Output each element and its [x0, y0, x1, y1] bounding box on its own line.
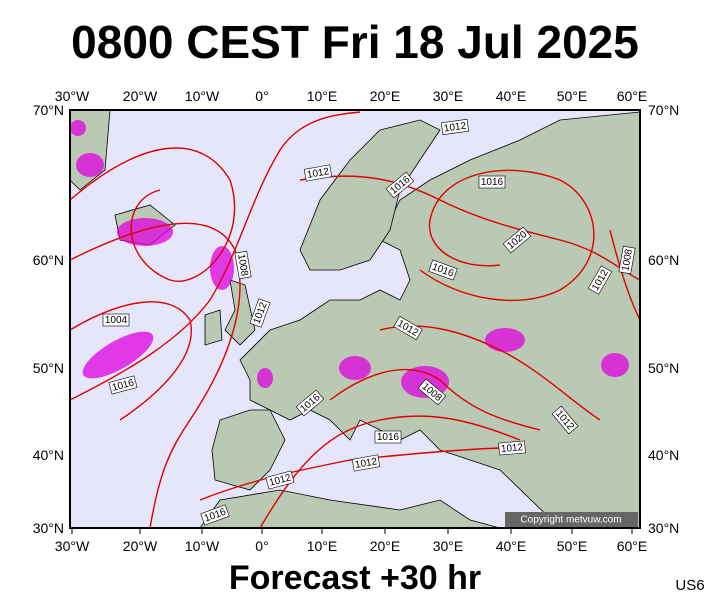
isobar-label: 1008: [618, 245, 636, 275]
isobar-label-box: [393, 315, 423, 341]
isobar-label-text: 1004: [105, 315, 128, 326]
axes: 30°W 30°W 20°W 20°W 10°W 10°W 0° 0° 10°E 10°E 20°E…: [33, 88, 680, 554]
lat-label-left: 70°N: [33, 102, 64, 118]
lon-label-top: 60°E: [617, 88, 648, 104]
isobar-label-box: [200, 504, 230, 526]
isobar-label-text: 1016: [481, 177, 504, 188]
lat-label-left: 60°N: [33, 252, 64, 268]
lon-label-top: 50°E: [557, 88, 588, 104]
copyright-box: [505, 512, 638, 527]
lon-label-top: 30°W: [55, 88, 90, 104]
frame: [69, 109, 641, 529]
title: 0800 CEST Fri 18 Jul 2025: [71, 16, 639, 68]
lat-label-left: 50°N: [33, 360, 64, 376]
lon-label-bottom: 20°E: [370, 538, 401, 554]
isobar-label-text: 1008: [620, 248, 635, 272]
forecast: Forecast +30 hr: [229, 559, 481, 597]
isobar-label: 1008: [234, 250, 252, 280]
lat-label-right: 50°N: [648, 360, 679, 376]
isobar-label: 1016: [374, 430, 402, 444]
lon-label-bottom: 0°: [255, 538, 268, 554]
isobar-label-box: [440, 118, 470, 136]
isobars: [70, 111, 640, 528]
isobar-label-text: 1012: [354, 456, 378, 471]
isobar-label-box: [303, 164, 333, 182]
isobar-label-box: [385, 171, 415, 199]
isobar-label-box: [108, 375, 138, 395]
isobar-label-box: [478, 175, 506, 189]
isobar-label-text: 1012: [500, 442, 524, 455]
isobar-label-box: [417, 378, 447, 406]
code: US6: [675, 577, 704, 594]
lon-label-bottom: 30°E: [433, 538, 464, 554]
lat-label-left: 40°N: [33, 447, 64, 463]
isobar-label-box: [587, 265, 613, 295]
isobar-label-text: 1012: [306, 166, 330, 181]
isobar-label-box: [498, 440, 526, 456]
lon-label-top: 0°: [255, 88, 268, 104]
isobar-label: 1012: [265, 470, 295, 490]
isobar-label-box: [428, 259, 458, 281]
lon-label-bottom: 40°E: [496, 538, 527, 554]
lat-label-right: 70°N: [648, 102, 679, 118]
isobar-label-box: [295, 389, 325, 417]
isobar-label: 1012: [351, 454, 381, 472]
lat-label-left: 30°N: [33, 520, 64, 536]
land: [70, 110, 640, 528]
isobar-label-box: [102, 313, 130, 327]
isobar-label: 1012: [303, 164, 333, 182]
copyright: Copyright metvuw.com: [520, 515, 621, 526]
isobar-label-text: 1008: [235, 253, 250, 277]
isobar-label-box: [374, 430, 402, 444]
isobar-label-text: 1016: [377, 432, 400, 443]
isobar-label: 1012: [498, 440, 526, 456]
isobar-label-box: [249, 298, 271, 328]
lon-label-top: 30°E: [433, 88, 464, 104]
isobar-label: 1004: [102, 313, 130, 327]
lon-label-top: 10°W: [185, 88, 220, 104]
lat-label-right: 60°N: [648, 252, 679, 268]
lat-label-right: 30°N: [648, 520, 679, 536]
isobar-label-box: [618, 245, 636, 275]
lon-label-bottom: 30°W: [55, 538, 90, 554]
lon-label-top: 40°E: [496, 88, 527, 104]
isobar-label-text: 1012: [443, 121, 467, 135]
lon-label-bottom: 10°W: [185, 538, 220, 554]
isobar-label: 1016: [478, 175, 506, 189]
isobar-label: 1012: [440, 118, 470, 136]
isobar-label-box: [502, 226, 532, 254]
lon-label-bottom: 60°E: [617, 538, 648, 554]
isobar-label-box: [234, 250, 252, 280]
lon-label-top: 10°E: [307, 88, 338, 104]
lon-label-bottom: 20°W: [123, 538, 158, 554]
lon-label-top: 20°E: [370, 88, 401, 104]
isobar-label-box: [265, 470, 295, 490]
isobar-label-box: [551, 405, 579, 435]
lon-label-bottom: 50°E: [557, 538, 588, 554]
isobar-label: 1016: [108, 375, 138, 395]
lon-label-bottom: 10°E: [307, 538, 338, 554]
lon-label-top: 20°W: [123, 88, 158, 104]
lat-label-right: 40°N: [648, 447, 679, 463]
isobar-label-box: [351, 454, 381, 472]
